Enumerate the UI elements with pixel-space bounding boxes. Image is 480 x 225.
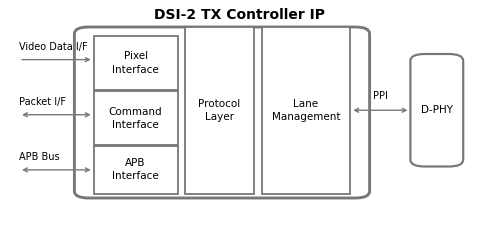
Text: Video Data I/F: Video Data I/F [19, 42, 88, 52]
Text: Pixel
Interface: Pixel Interface [112, 51, 159, 75]
Bar [262, 27, 350, 194]
Text: Packet I/F: Packet I/F [19, 97, 66, 107]
Text: Command
Interface: Command Interface [109, 106, 162, 130]
Text: DSI-2 TX Controller IP: DSI-2 TX Controller IP [155, 8, 325, 22]
Bar [94, 146, 178, 194]
Text: Lane
Management: Lane Management [272, 99, 340, 122]
Text: PPI: PPI [373, 91, 388, 101]
Bar [185, 27, 254, 194]
Text: D-PHY: D-PHY [421, 105, 453, 115]
Text: Protocol
Layer: Protocol Layer [198, 99, 241, 122]
Bar [94, 91, 178, 145]
Bar [94, 36, 178, 90]
FancyBboxPatch shape [74, 27, 370, 198]
FancyBboxPatch shape [410, 54, 463, 166]
Text: APB Bus: APB Bus [19, 152, 60, 162]
Text: APB
Interface: APB Interface [112, 158, 159, 182]
